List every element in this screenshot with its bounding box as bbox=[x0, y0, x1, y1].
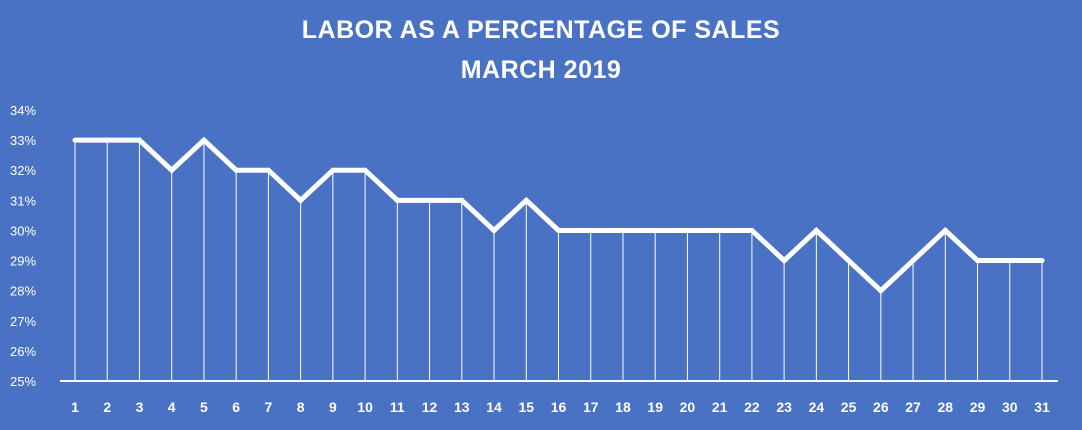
y-tick-label: 25% bbox=[10, 374, 36, 389]
y-tick-label: 32% bbox=[10, 163, 36, 178]
x-tick-label: 5 bbox=[200, 399, 208, 415]
x-tick-label: 12 bbox=[422, 399, 438, 415]
data-point bbox=[556, 227, 561, 233]
y-tick-label: 29% bbox=[10, 254, 36, 269]
x-tick-label: 24 bbox=[809, 399, 825, 415]
data-point bbox=[201, 137, 207, 143]
x-tick-label: 1 bbox=[71, 399, 79, 415]
x-tick-label: 23 bbox=[776, 399, 792, 415]
data-point bbox=[491, 227, 497, 233]
data-point bbox=[523, 197, 529, 203]
data-point bbox=[362, 167, 368, 173]
data-point bbox=[394, 197, 400, 203]
data-point bbox=[781, 258, 787, 264]
x-tick-label: 26 bbox=[873, 399, 889, 415]
x-tick-label: 19 bbox=[647, 399, 663, 415]
y-tick-label: 31% bbox=[10, 193, 36, 208]
x-tick-label: 11 bbox=[390, 399, 405, 415]
y-tick-label: 26% bbox=[10, 344, 36, 359]
x-tick-label: 14 bbox=[486, 399, 502, 415]
x-tick-label: 4 bbox=[168, 399, 176, 415]
x-tick-label: 7 bbox=[265, 399, 273, 415]
data-point bbox=[620, 227, 626, 233]
data-point bbox=[330, 167, 336, 173]
data-point bbox=[588, 227, 594, 233]
x-tick-label: 29 bbox=[970, 399, 986, 415]
x-tick-label: 28 bbox=[938, 399, 954, 415]
x-tick-label: 3 bbox=[136, 399, 144, 415]
x-tick-label: 21 bbox=[712, 399, 728, 415]
data-point bbox=[749, 227, 755, 233]
y-tick-label: 27% bbox=[10, 314, 36, 329]
chart-subtitle: MARCH 2019 bbox=[460, 56, 622, 84]
x-tick-label: 9 bbox=[329, 399, 337, 415]
x-tick-label: 6 bbox=[232, 399, 240, 415]
data-point bbox=[684, 227, 690, 233]
data-point bbox=[72, 137, 78, 143]
x-tick-label: 10 bbox=[357, 399, 373, 415]
y-tick-label: 30% bbox=[10, 223, 36, 238]
x-tick-label: 22 bbox=[744, 399, 760, 415]
data-point bbox=[717, 227, 723, 233]
x-tick-label: 27 bbox=[905, 399, 921, 415]
x-tick-label: 13 bbox=[454, 399, 470, 415]
x-tick-label: 17 bbox=[583, 399, 599, 415]
x-tick-label: 30 bbox=[1002, 399, 1018, 415]
data-point bbox=[136, 137, 142, 143]
data-point bbox=[233, 167, 239, 173]
data-point bbox=[942, 227, 948, 233]
data-point bbox=[813, 227, 819, 233]
data-point bbox=[975, 258, 981, 264]
data-point bbox=[169, 167, 175, 173]
data-point bbox=[652, 227, 658, 233]
x-tick-label: 8 bbox=[297, 399, 305, 415]
x-tick-label: 20 bbox=[680, 399, 696, 415]
data-point bbox=[1007, 258, 1013, 264]
data-point bbox=[846, 258, 852, 264]
y-tick-label: 34% bbox=[10, 103, 36, 118]
y-tick-label: 28% bbox=[10, 284, 36, 299]
data-point bbox=[910, 258, 916, 264]
data-point bbox=[427, 197, 433, 203]
x-tick-label: 25 bbox=[841, 399, 857, 415]
x-tick-label: 15 bbox=[518, 399, 534, 415]
data-point bbox=[459, 197, 465, 203]
data-point bbox=[298, 197, 304, 203]
x-tick-label: 2 bbox=[103, 399, 111, 415]
x-tick-label: 31 bbox=[1034, 399, 1050, 415]
x-tick-label: 16 bbox=[551, 399, 567, 415]
y-tick-label: 33% bbox=[10, 133, 36, 148]
data-point bbox=[1039, 258, 1045, 264]
x-tick-label: 18 bbox=[615, 399, 631, 415]
data-point bbox=[104, 137, 110, 143]
data-point bbox=[878, 288, 884, 294]
data-point bbox=[265, 167, 271, 173]
chart-title: LABOR AS A PERCENTAGE OF SALES bbox=[301, 16, 781, 44]
